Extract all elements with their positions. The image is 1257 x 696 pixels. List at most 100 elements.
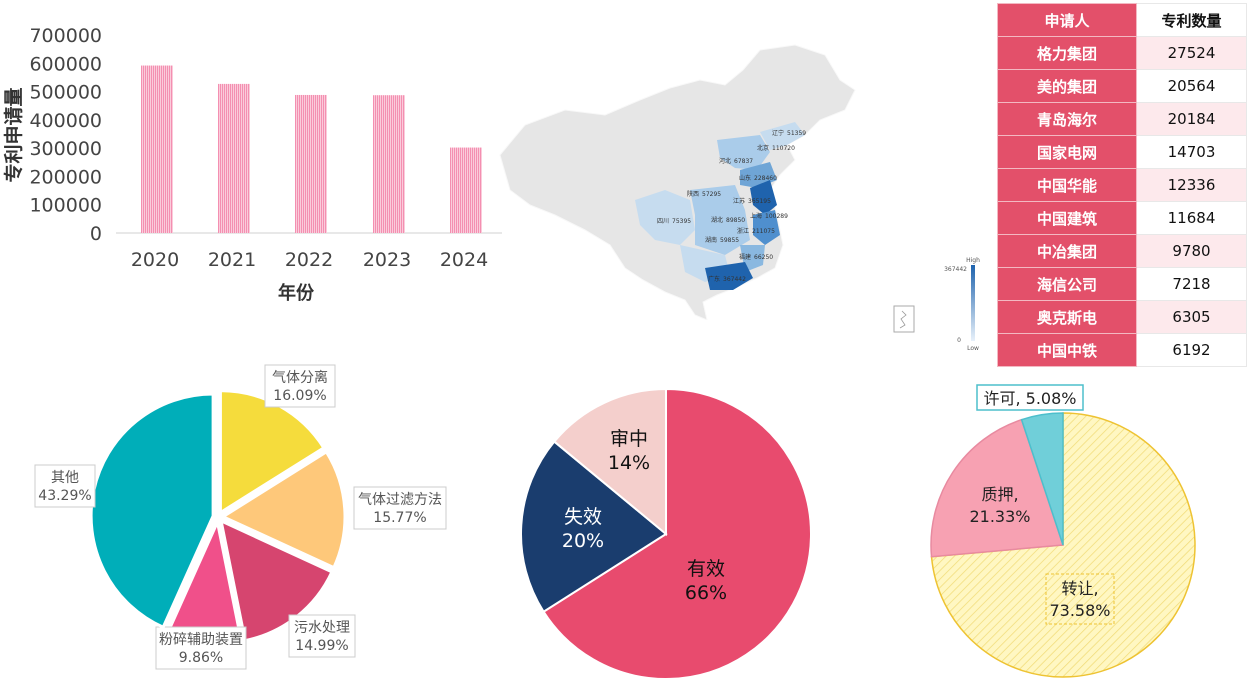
slice-percent: 43.29%	[38, 488, 91, 504]
applicant-patent-table: 申请人 专利数量 格力集团 27524 美的集团 20564 青岛海尔 20184 国家电网…	[997, 3, 1247, 367]
table-row: 奥克斯电 6305	[997, 300, 1247, 334]
applicant-name: 格力集团	[997, 36, 1137, 70]
legend-low-label: Low	[967, 345, 979, 352]
slice-percent: 16.09%	[273, 388, 326, 404]
china-outline	[499, 44, 856, 320]
x-tick-label: 2024	[440, 249, 488, 271]
y-tick-label: 500000	[29, 82, 102, 104]
pie-slice	[552, 387, 667, 537]
x-tick-label: 2022	[285, 249, 333, 271]
slice-label: 有效	[687, 558, 725, 580]
map-color-legend: 367442 0 High Low	[944, 257, 980, 352]
province-central-region	[690, 185, 750, 255]
province-name: 广东	[708, 275, 720, 283]
patent-count: 9780	[1136, 234, 1247, 268]
pie-slice	[542, 387, 812, 680]
slice-label: 审中	[610, 428, 648, 450]
map-province-label: 湖北 89850	[711, 216, 745, 224]
map-province-label: 陕西 57295	[687, 190, 721, 198]
pie-label: 质押, 21.33%	[969, 485, 1030, 526]
province-west-region	[635, 190, 695, 245]
pie-label: 转让, 73.58%	[1045, 573, 1115, 625]
province-value: 211075	[752, 228, 775, 235]
province-value: 365195	[748, 198, 771, 205]
province-value: 110720	[772, 145, 795, 152]
patent-count: 12336	[1136, 168, 1247, 202]
patent-count: 11684	[1136, 201, 1247, 235]
table-row: 国家电网 14703	[997, 135, 1247, 169]
province-value: 89850	[726, 217, 745, 224]
y-tick-label: 100000	[29, 195, 102, 217]
patent-count: 6305	[1136, 300, 1247, 334]
map-province-label: 湖南 59855	[705, 236, 739, 244]
pie-label: 污水处理 14.99%	[288, 614, 356, 658]
table-row: 中国建筑 11684	[997, 201, 1247, 235]
table-row: 美的集团 20564	[997, 69, 1247, 103]
applicant-name: 中国华能	[997, 168, 1137, 202]
south-china-sea-inset	[893, 305, 915, 333]
y-tick-label: 300000	[29, 138, 102, 160]
x-tick-label: 2020	[131, 249, 179, 271]
province-value: 228460	[754, 175, 777, 182]
province-zhejiang	[753, 210, 780, 245]
patent-count: 6192	[1136, 333, 1247, 367]
pie-label: 其他 43.29%	[34, 464, 96, 508]
province-name: 湖北	[711, 216, 723, 224]
x-tick-label: 2021	[208, 249, 256, 271]
province-value: 57295	[702, 191, 721, 198]
province-name: 江苏	[733, 197, 745, 205]
province-value: 67837	[734, 158, 753, 165]
province-name: 山东	[739, 174, 751, 182]
china-map: 辽宁 51359 北京 110720 河北 67837 山东 228460 陕西 57295 江苏 3…	[499, 44, 856, 320]
slice-percent: 15.77%	[373, 510, 426, 526]
y-tick-label: 0	[90, 223, 102, 245]
slice-label: 质押,	[981, 485, 1018, 504]
legend-min-value: 0	[957, 337, 961, 344]
province-name: 辽宁	[772, 129, 784, 137]
patent-count: 14703	[1136, 135, 1247, 169]
province-value: 66250	[754, 254, 773, 261]
map-province-label: 江苏 365195	[733, 197, 771, 205]
table-row: 格力集团 27524	[997, 36, 1247, 70]
inset-frame	[893, 305, 915, 333]
province-value: 59855	[720, 237, 739, 244]
pie-label: 气体分离 16.09%	[264, 364, 336, 408]
legend-gradient-bar	[971, 265, 975, 341]
legend-max-value: 367442	[944, 266, 967, 273]
province-guangdong	[705, 262, 753, 290]
header-applicant: 申请人	[997, 3, 1137, 37]
header-patent-count: 专利数量	[1136, 3, 1247, 37]
province-value: 75395	[672, 218, 691, 225]
pie-slice	[520, 440, 668, 614]
slice-percent: 21.33%	[969, 507, 1030, 526]
slice-percent: 14%	[608, 452, 650, 474]
bar	[450, 147, 482, 233]
slice-label: 其他	[51, 470, 79, 486]
province-name: 北京	[757, 144, 769, 152]
pie-slice	[219, 449, 347, 570]
y-tick-label: 600000	[29, 53, 102, 75]
bar	[373, 95, 405, 234]
slice-label: 失效	[564, 506, 602, 528]
patent-count: 7218	[1136, 267, 1247, 301]
slice-percent: 66%	[685, 582, 727, 604]
table-row: 中国中铁 6192	[997, 333, 1247, 367]
patent-count: 27524	[1136, 36, 1247, 70]
legend-high-label: High	[966, 257, 980, 264]
applicant-name: 美的集团	[997, 69, 1137, 103]
map-province-label: 四川 75395	[657, 218, 691, 225]
province-name: 陕西	[687, 190, 699, 198]
transfer-type-pie-chart: 转让, 73.58% 质押, 21.33% 许可, 5.08%	[930, 384, 1196, 678]
province-name: 福建	[739, 253, 751, 261]
applicant-name: 青岛海尔	[997, 102, 1137, 136]
inset-islands	[899, 310, 907, 329]
province-name: 河北	[719, 157, 731, 165]
table-row: 海信公司 7218	[997, 267, 1247, 301]
slice-label: 许可, 5.08%	[983, 389, 1076, 408]
slice-label: 气体过滤方法	[358, 492, 442, 508]
applicant-name: 国家电网	[997, 135, 1137, 169]
slice-label: 转让,	[1061, 579, 1098, 598]
province-value: 51359	[787, 130, 806, 137]
applicant-name: 中国中铁	[997, 333, 1137, 367]
